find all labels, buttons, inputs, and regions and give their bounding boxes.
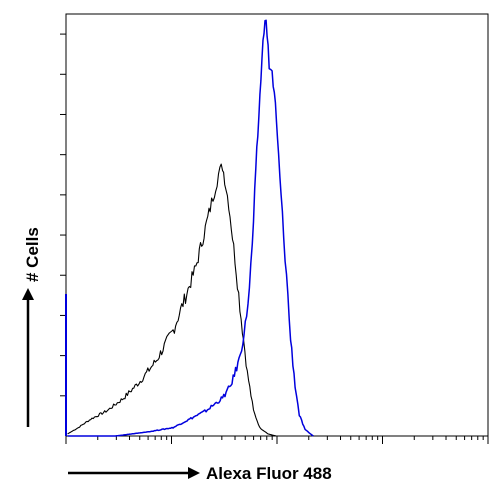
x-axis-label: Alexa Fluor 488	[206, 464, 332, 483]
y-axis-arrow	[22, 288, 34, 427]
y-axis-label: # Cells	[23, 227, 42, 282]
series-layer	[67, 19, 314, 437]
x-axis-arrow	[68, 467, 200, 479]
x-axis-ticks	[65, 436, 489, 444]
series-line-1	[67, 163, 277, 437]
y-axis-ticks	[60, 33, 66, 397]
series-line-2	[67, 19, 314, 437]
plot-frame	[65, 13, 489, 437]
